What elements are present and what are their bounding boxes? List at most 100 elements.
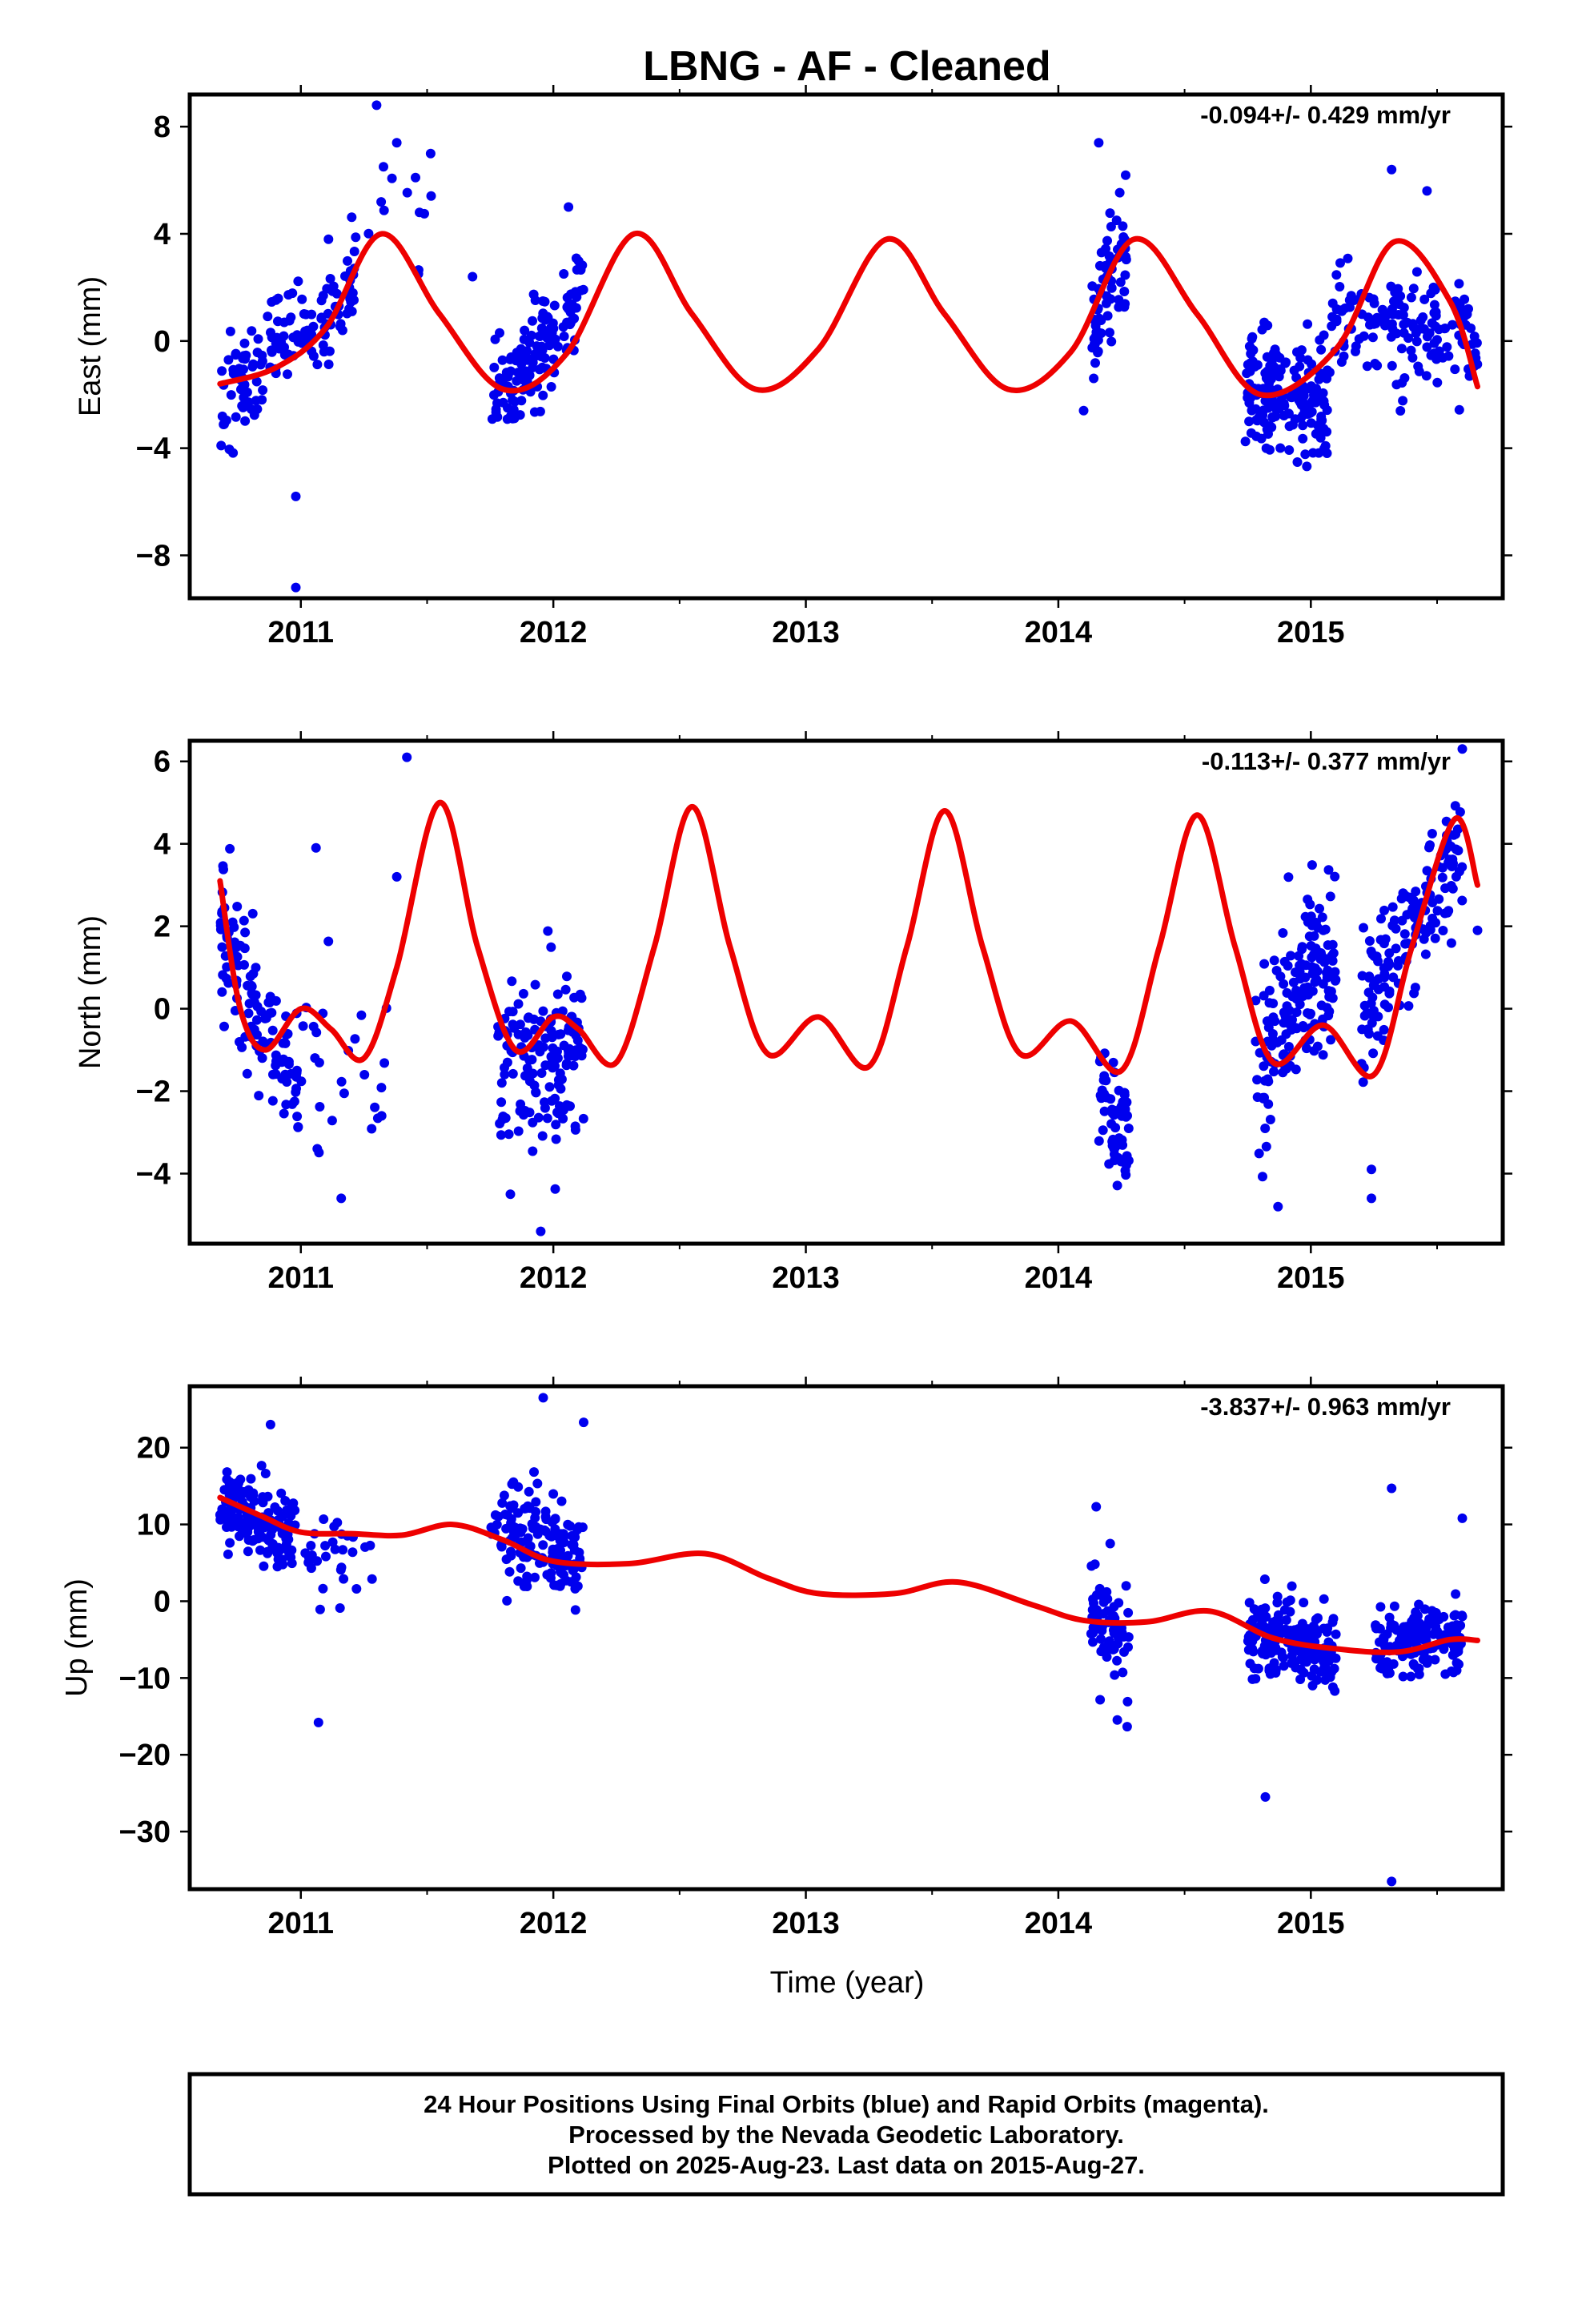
east-data-point (297, 338, 307, 348)
east-data-point (267, 345, 276, 356)
up-data-point (1122, 1722, 1132, 1732)
north-data-point (1306, 1008, 1315, 1019)
up-data-point (327, 1537, 338, 1547)
east-data-point (335, 319, 346, 329)
east-data-point (1466, 323, 1476, 333)
north-data-point (1291, 1007, 1302, 1017)
up-y-tick-label: −10 (119, 1662, 171, 1695)
east-data-point (1096, 247, 1106, 258)
east-data-point (1298, 420, 1308, 431)
up-outlier-point (579, 1417, 588, 1428)
up-data-point (574, 1547, 584, 1558)
north-data-point (1278, 928, 1288, 938)
north-data-point (530, 979, 540, 990)
east-data-point (239, 338, 250, 348)
north-data-point (1260, 1124, 1271, 1133)
east-data-point (1431, 354, 1442, 364)
east-data-point (1247, 405, 1257, 416)
east-data-point (1318, 388, 1328, 398)
north-data-point (1265, 1115, 1275, 1124)
up-data-point (1123, 1642, 1133, 1652)
north-data-point (1411, 887, 1421, 897)
north-data-point (225, 843, 235, 854)
east-data-point (1106, 222, 1116, 231)
east-y-tick-label: −8 (136, 539, 171, 573)
east-data-point (1315, 432, 1326, 443)
up-outlier-point (538, 1393, 548, 1403)
north-data-point (543, 926, 553, 936)
east-data-point (1314, 374, 1324, 384)
north-data-point (1403, 1001, 1414, 1011)
north-data-point (1402, 910, 1412, 920)
north-x-tick-label: 2011 (268, 1261, 334, 1295)
east-data-point (1114, 295, 1124, 305)
east-data-point (247, 404, 256, 414)
east-x-tick-label: 2011 (268, 616, 334, 649)
east-data-point (1284, 421, 1295, 432)
east-data-point (528, 316, 537, 326)
east-data-point (544, 340, 555, 351)
north-data-point (251, 963, 261, 973)
east-data-point (1408, 283, 1419, 294)
up-data-point (222, 1467, 232, 1478)
east-data-point (1406, 345, 1416, 356)
up-data-point (360, 1542, 370, 1552)
up-data-point (1321, 1663, 1331, 1674)
north-data-point (350, 1034, 360, 1044)
north-data-point (1297, 944, 1307, 955)
up-data-point (233, 1517, 243, 1526)
east-data-point (1395, 406, 1406, 416)
chart-panel-up: 2011 2012 2013 2014 2015 −30 −20 −10 0 10 20 Up (mm… (60, 1377, 1512, 1940)
north-data-point (546, 1051, 556, 1062)
east-data-point (564, 320, 575, 330)
north-data-point (540, 1103, 550, 1113)
up-data-point (1247, 1614, 1258, 1625)
up-data-point (278, 1511, 287, 1522)
up-data-point (506, 1550, 516, 1561)
up-data-point (243, 1546, 253, 1557)
east-data-point (1399, 320, 1409, 330)
east-data-point (251, 376, 262, 387)
north-data-point (559, 1040, 569, 1051)
east-data-point (1386, 281, 1396, 292)
north-data-point (271, 1060, 281, 1071)
north-data-point (1379, 969, 1390, 979)
east-outlier-point (1094, 138, 1104, 148)
east-data-point (1396, 344, 1407, 354)
east-outlier-point (371, 100, 382, 111)
east-data-point (1421, 371, 1431, 381)
east-data-point (1387, 360, 1397, 371)
north-data-point (359, 1070, 370, 1080)
east-data-point (316, 312, 327, 323)
up-data-point (235, 1474, 246, 1485)
figure-title: LBNG - AF - Cleaned (643, 43, 1050, 90)
up-outlier-point (313, 1717, 323, 1727)
east-data-point (1429, 338, 1439, 348)
north-x-tick-label: 2014 (1025, 1261, 1093, 1295)
north-data-point (1383, 961, 1393, 971)
east-data-point (1307, 359, 1317, 369)
north-data-point (1450, 801, 1460, 811)
up-data-point (538, 1540, 548, 1550)
east-data-point (1300, 449, 1311, 460)
north-data-point (1446, 938, 1456, 948)
east-outlier-point (1078, 405, 1089, 416)
north-data-point (498, 1112, 508, 1121)
up-outlier-point (1260, 1791, 1271, 1802)
up-data-point (572, 1525, 583, 1535)
north-data-point (376, 1083, 387, 1093)
east-data-point (1369, 298, 1379, 308)
east-data-point (529, 407, 540, 417)
north-data-point (1303, 982, 1313, 992)
north-data-point (339, 1088, 349, 1099)
north-data-point (1451, 871, 1461, 882)
up-data-point (522, 1571, 532, 1582)
north-data-point (1437, 872, 1447, 883)
up-data-point (554, 1545, 564, 1555)
up-data-point (1327, 1682, 1338, 1692)
up-data-point (1247, 1674, 1258, 1684)
north-data-point (251, 1015, 262, 1025)
up-data-point (1121, 1581, 1131, 1591)
north-data-point (1323, 940, 1333, 951)
up-data-point (1261, 1612, 1271, 1622)
